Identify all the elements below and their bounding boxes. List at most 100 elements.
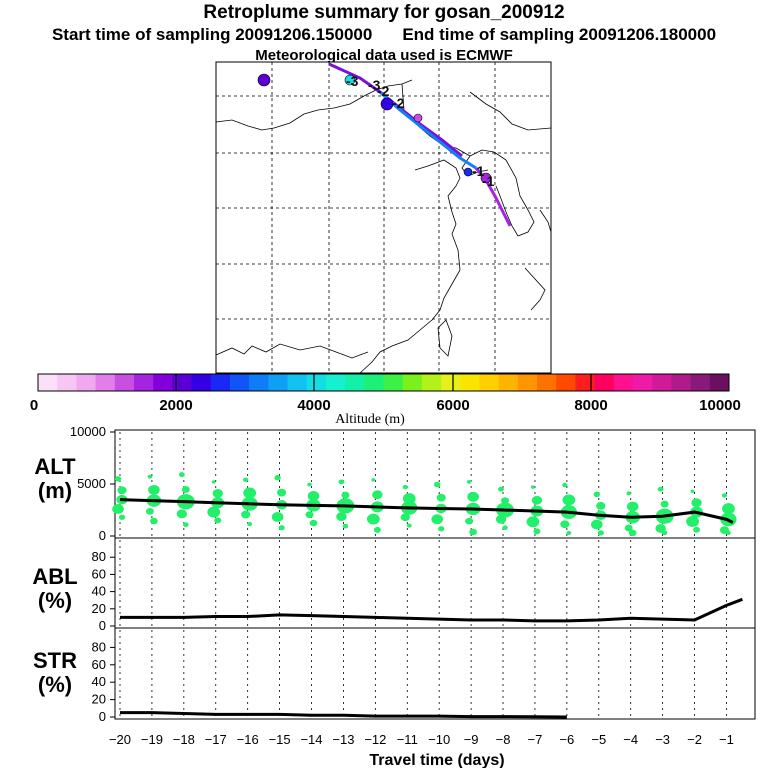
colorbar-cell bbox=[114, 374, 135, 391]
alt-blob bbox=[562, 494, 576, 506]
alt-blob bbox=[371, 478, 376, 482]
alt-blob bbox=[436, 493, 446, 502]
alt-blob bbox=[526, 516, 540, 528]
alt-blob bbox=[691, 498, 702, 508]
alt-blob bbox=[560, 520, 570, 529]
colorbar-cell bbox=[76, 374, 97, 391]
alt-blob bbox=[307, 482, 312, 487]
alt-blob bbox=[465, 517, 474, 525]
colorbar-cell bbox=[38, 374, 58, 391]
colorbar-cell bbox=[306, 374, 327, 391]
trajectory-marker bbox=[413, 113, 423, 123]
alt-blob bbox=[112, 504, 124, 514]
colorbar-dividers bbox=[175, 374, 592, 391]
alt-axis-label: ALT (m) bbox=[34, 454, 76, 503]
alt-blob bbox=[726, 530, 731, 535]
trajectory-marker bbox=[380, 97, 394, 111]
series-line-alt bbox=[119, 498, 734, 524]
colorbar-cell bbox=[690, 374, 711, 391]
alt-blob bbox=[501, 497, 510, 505]
alt-blob bbox=[626, 501, 639, 512]
alt-blob bbox=[495, 514, 507, 524]
x-tick-label: −7 bbox=[528, 732, 543, 747]
alt-blob bbox=[117, 486, 127, 495]
colorbar-cell bbox=[498, 374, 519, 391]
alt-blob bbox=[372, 490, 383, 500]
y-axis-ticks: 0 5000 10000 0 20 40 60 80 0 20 40 60 80 bbox=[70, 424, 115, 724]
alt-blob bbox=[660, 500, 669, 508]
map bbox=[215, 61, 552, 374]
y-tick-label: 80 bbox=[92, 639, 106, 654]
alt-blob bbox=[147, 474, 153, 479]
alt-blob bbox=[721, 493, 728, 498]
colorbar-cell bbox=[537, 374, 557, 391]
colorbar-cell bbox=[441, 374, 461, 391]
alt-blob bbox=[211, 480, 216, 484]
colorbar-cell bbox=[383, 374, 404, 391]
colorbar-cell bbox=[364, 374, 384, 391]
x-tick-label: −4 bbox=[623, 732, 638, 747]
start-time: Start time of sampling 20091206.150000 bbox=[51, 25, 373, 44]
alt-blob bbox=[655, 523, 666, 533]
y-tick-label: 10000 bbox=[70, 424, 106, 439]
abl-panel bbox=[114, 537, 756, 629]
alt-blob bbox=[214, 517, 222, 524]
y-tick-label: 60 bbox=[92, 657, 106, 672]
trajectory-middle bbox=[378, 90, 477, 170]
alt-blob bbox=[686, 516, 699, 527]
x-tick-label: −11 bbox=[397, 732, 418, 747]
y-tick-label: 20 bbox=[92, 601, 106, 616]
alt-blob bbox=[531, 495, 543, 505]
x-tick-label: −17 bbox=[205, 732, 227, 747]
alt-blob bbox=[307, 491, 320, 501]
alt-blob bbox=[626, 491, 632, 496]
alt-blob bbox=[176, 509, 188, 519]
colorbar-cell bbox=[652, 374, 672, 391]
colorbar-cell bbox=[517, 374, 538, 391]
alt-blob bbox=[181, 486, 190, 493]
colorbar-cell bbox=[325, 374, 346, 391]
alt-blob bbox=[400, 513, 410, 522]
alt-blob bbox=[338, 479, 345, 485]
alt-blob bbox=[342, 523, 349, 529]
x-tick-label: −2 bbox=[687, 732, 702, 747]
sampling-time-range: Start time of sampling 20091206.150000 En… bbox=[0, 25, 768, 45]
x-tick-label: −19 bbox=[141, 732, 163, 747]
x-axis-label: Travel time (days) bbox=[369, 752, 504, 768]
colorbar-label: Altitude (m) bbox=[335, 412, 405, 427]
colorbar-tick: 2000 bbox=[159, 397, 192, 414]
colorbar-cell bbox=[133, 374, 154, 391]
alt-blob bbox=[693, 526, 701, 533]
alt-blob bbox=[247, 522, 253, 527]
alt-blob bbox=[566, 530, 572, 535]
colorbar-cell bbox=[479, 374, 500, 391]
alt-blob bbox=[406, 523, 412, 528]
trajectory: -1 -1 -2 -2 -3 -3 bbox=[257, 62, 512, 227]
x-tick-label: −1 bbox=[719, 732, 734, 747]
alt-blob bbox=[530, 485, 535, 489]
alt-blob bbox=[596, 501, 606, 510]
alt-blob bbox=[207, 506, 221, 518]
alt-blob bbox=[148, 484, 160, 495]
colorbar-cell bbox=[575, 374, 596, 391]
series-line-abl bbox=[120, 597, 743, 623]
x-tick-label: −6 bbox=[559, 732, 574, 747]
colorbar-cell bbox=[172, 374, 193, 391]
x-tick-label: −18 bbox=[173, 732, 195, 747]
alt-blob bbox=[628, 529, 637, 537]
str-axis-label: STR (%) bbox=[33, 648, 77, 697]
alt-blob bbox=[431, 514, 443, 525]
y-tick-label: 40 bbox=[92, 674, 106, 689]
alt-blob bbox=[373, 526, 381, 533]
end-time: End time of sampling 20091206.180000 bbox=[402, 25, 717, 44]
panel-frames bbox=[114, 429, 756, 720]
y-tick-label: 80 bbox=[92, 549, 106, 564]
colorbar-cell bbox=[556, 374, 576, 391]
x-gridlines bbox=[119, 432, 727, 717]
alt-blob bbox=[590, 519, 603, 530]
trajectory-marker bbox=[344, 74, 356, 86]
colorbar-tick: 6000 bbox=[436, 397, 469, 414]
alt-blob bbox=[661, 530, 668, 536]
y-tick-label: 5000 bbox=[77, 476, 106, 491]
colorbar-tick: 8000 bbox=[574, 397, 607, 414]
